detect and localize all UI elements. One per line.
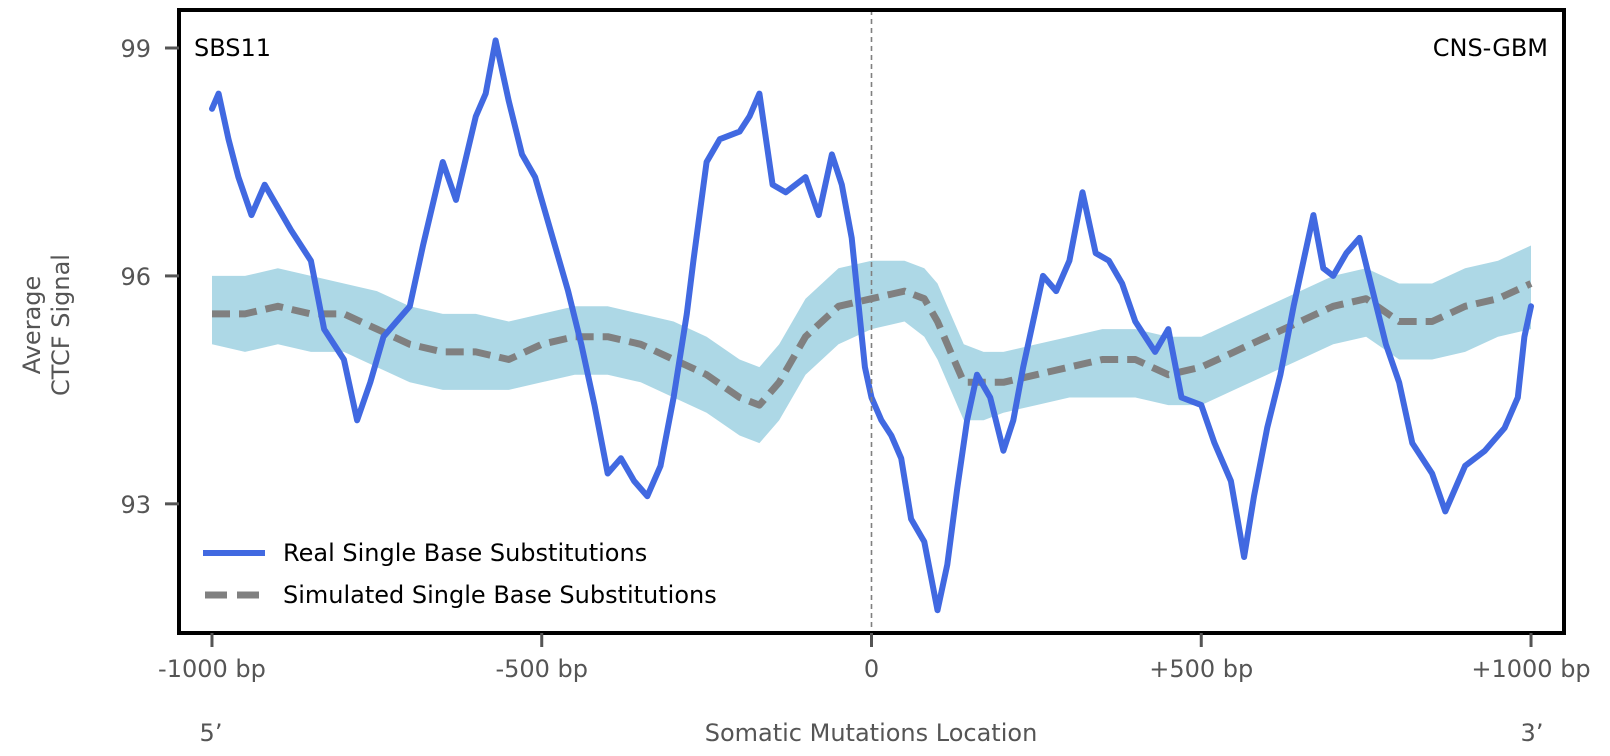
three-prime-label: 3’	[1521, 719, 1544, 747]
y-axis-title: Average CTCF Signal	[18, 254, 75, 396]
y-axis-title-line-1: Average	[18, 276, 46, 375]
signature-label: SBS11	[194, 34, 271, 62]
x-axis: -1000 bp -500 bp 0 +500 bp +1000 bp	[158, 633, 1591, 683]
real-series-line	[209, 37, 1534, 614]
x-tick-label: -500 bp	[495, 655, 588, 683]
y-axis: 93 96 99	[120, 35, 179, 519]
legend: Real Single Base Substitutions Simulated…	[203, 539, 717, 609]
y-tick-label: 93	[120, 491, 151, 519]
confidence-band-layer	[212, 245, 1531, 444]
cancer-type-label: CNS-GBM	[1433, 34, 1548, 62]
x-axis-title: Somatic Mutations Location	[705, 719, 1038, 747]
y-tick-label: 99	[120, 35, 151, 63]
x-tick-label: -1000 bp	[158, 655, 266, 683]
x-tick-label: +500 bp	[1149, 655, 1253, 683]
confidence-band	[212, 245, 1531, 444]
legend-label-simulated: Simulated Single Base Substitutions	[283, 581, 717, 609]
y-tick-label: 96	[120, 263, 151, 291]
x-tick-label: 0	[864, 655, 879, 683]
y-axis-title-line-2: CTCF Signal	[47, 254, 75, 396]
five-prime-label: 5’	[200, 719, 223, 747]
x-tick-label: +1000 bp	[1471, 655, 1590, 683]
legend-label-real: Real Single Base Substitutions	[283, 539, 647, 567]
series-layer	[209, 37, 1534, 614]
